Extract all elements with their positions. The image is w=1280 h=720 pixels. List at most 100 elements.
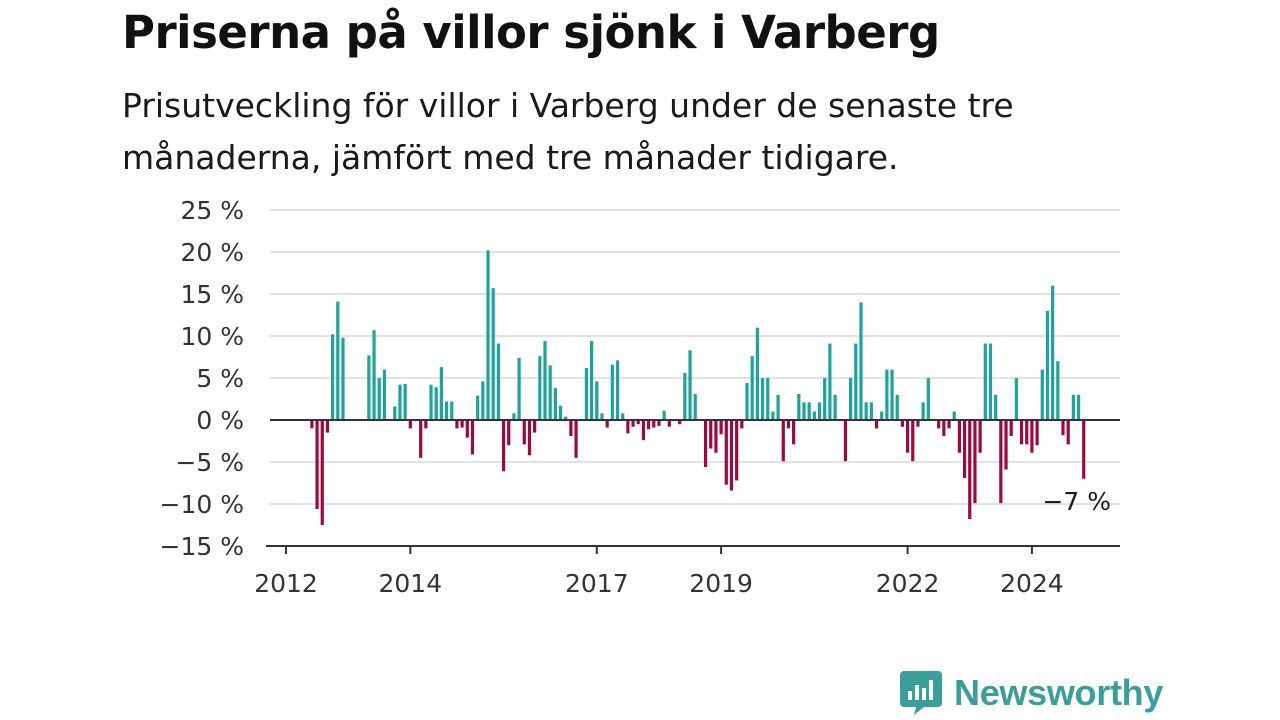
bar <box>325 420 330 433</box>
bar <box>760 378 765 420</box>
bar <box>781 420 785 462</box>
bar <box>646 420 651 430</box>
bar <box>797 393 801 420</box>
bar <box>678 420 682 425</box>
bar <box>1061 420 1065 436</box>
bar <box>553 388 557 420</box>
bar <box>833 394 837 420</box>
bar <box>595 381 599 420</box>
bar <box>968 420 972 520</box>
y-axis-labels: 25 % 20 % 15 % 10 % 5 % 0 % −5 % −10 % −15 % <box>160 196 244 561</box>
bar <box>859 302 863 420</box>
bar <box>496 343 500 420</box>
bar <box>755 327 759 420</box>
bar <box>688 350 692 420</box>
bar <box>869 402 873 420</box>
bar <box>1019 420 1024 445</box>
bar <box>776 394 780 420</box>
bar <box>600 413 604 420</box>
bar <box>450 401 454 420</box>
bar <box>952 411 956 420</box>
bar <box>962 420 967 478</box>
bar <box>771 411 775 420</box>
y-tick-label: 0 % <box>196 406 244 435</box>
bar <box>693 393 697 420</box>
bar <box>911 420 915 462</box>
bar <box>766 378 770 420</box>
bar <box>703 420 708 468</box>
bar <box>564 416 568 420</box>
bar <box>584 367 589 420</box>
bar <box>512 413 516 420</box>
bar <box>916 420 920 427</box>
bar <box>999 420 1003 504</box>
bar <box>621 413 625 420</box>
bar <box>429 384 433 420</box>
bar <box>849 378 853 420</box>
bar <box>569 420 573 436</box>
x-tick-label: 2014 <box>379 569 443 598</box>
bar <box>657 420 661 426</box>
bar <box>533 420 537 433</box>
bar <box>978 420 982 453</box>
bar <box>729 420 734 491</box>
bar <box>854 343 858 420</box>
bars <box>270 250 1120 525</box>
bar <box>802 402 806 420</box>
bar <box>905 420 910 453</box>
bar <box>610 364 614 420</box>
bar <box>590 341 594 420</box>
y-tick-label: 25 % <box>180 196 244 225</box>
bar <box>631 420 635 427</box>
bar <box>973 420 977 504</box>
bar <box>444 401 449 420</box>
bar <box>1014 378 1018 420</box>
bar <box>1071 394 1075 420</box>
bar-chart: 25 % 20 % 15 % 10 % 5 % 0 % −5 % −10 % −15 % 201… <box>160 196 1120 598</box>
bar <box>434 387 438 420</box>
bar <box>470 420 475 455</box>
bar <box>662 410 666 420</box>
bar <box>377 378 381 420</box>
bar <box>823 378 827 420</box>
x-tick-label: 2024 <box>1000 569 1064 598</box>
bar <box>367 355 371 420</box>
bar <box>874 420 879 429</box>
bar <box>947 420 951 429</box>
bar <box>517 357 521 420</box>
bar <box>393 406 397 420</box>
bar <box>476 395 480 420</box>
bar <box>812 411 816 420</box>
bar <box>937 420 941 429</box>
bar <box>709 420 713 449</box>
bar <box>792 420 796 445</box>
bar <box>1045 310 1050 420</box>
bar <box>605 420 609 428</box>
bar <box>1066 420 1070 445</box>
bar <box>864 402 868 420</box>
bar <box>1004 420 1008 470</box>
bar <box>1030 420 1034 453</box>
bar <box>501 420 506 472</box>
bar <box>460 420 464 428</box>
bar <box>1051 285 1055 420</box>
chart-subtitle: Prisutveckling för villor i Varberg unde… <box>122 86 1014 177</box>
bar <box>382 369 387 420</box>
bar <box>714 420 718 453</box>
bar <box>735 420 739 481</box>
bar <box>1056 361 1060 420</box>
bar <box>538 356 542 420</box>
y-tick-label: 5 % <box>196 364 244 393</box>
newsworthy-brand[interactable]: Newsworthy <box>900 670 1163 716</box>
last-value-label: −7 % <box>1042 487 1111 516</box>
bar <box>683 372 687 420</box>
bar <box>372 330 376 420</box>
bar <box>994 394 998 420</box>
bar <box>465 420 469 438</box>
bar <box>890 369 894 420</box>
y-tick-label: 20 % <box>180 238 244 267</box>
x-tick-label: 2012 <box>254 569 318 598</box>
bar <box>828 343 832 420</box>
bar <box>455 420 459 429</box>
y-tick-label: −5 % <box>175 448 244 477</box>
